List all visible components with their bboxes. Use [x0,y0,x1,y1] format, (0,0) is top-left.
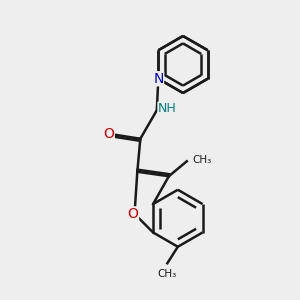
Text: O: O [103,127,114,141]
Text: O: O [128,207,139,221]
Text: N: N [153,72,164,86]
Text: CH₃: CH₃ [192,155,212,165]
Text: CH₃: CH₃ [158,269,177,279]
Text: NH: NH [158,102,177,115]
